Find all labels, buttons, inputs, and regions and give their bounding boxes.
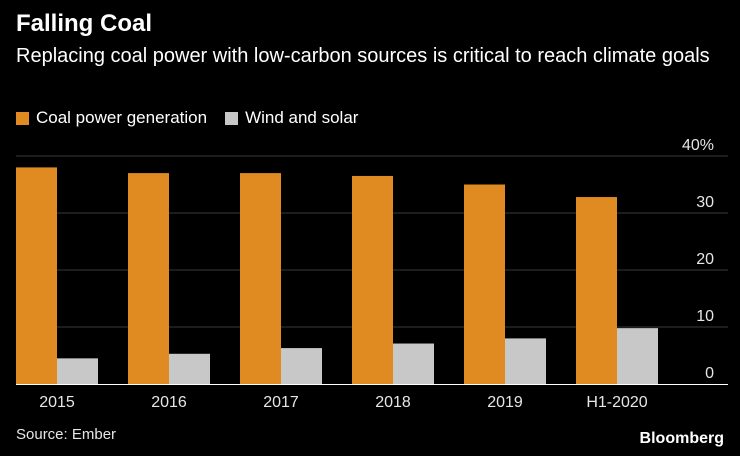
x-tick-label-2018: 2018 [375,394,411,411]
axes: 0 10 20 30 40% 2015 2016 2017 2018 2019 H1-2020 [16,137,728,411]
x-tick-label-2016: 2016 [151,394,187,411]
bar-wind-solar-2015 [57,358,98,384]
bars [16,167,658,384]
bar-wind-solar-2018 [393,343,434,384]
chart-subtitle: Replacing coal power with low-carbon sou… [16,45,710,67]
x-tick-label-2019: 2019 [487,394,523,411]
legend-swatch-coal [16,111,29,125]
bar-wind-solar-h1-2020 [617,328,658,384]
chart-legend: Coal power generation Wind and solar [16,108,376,128]
legend-label-coal: Coal power generation [36,108,208,127]
y-tick-label-20: 20 [696,251,714,268]
legend-item-wind-solar: Wind and solar [225,108,358,128]
bar-coal-2019 [464,184,505,384]
bar-coal-2015 [16,167,57,384]
bar-coal-h1-2020 [576,197,617,384]
bar-coal-2017 [240,173,281,384]
legend-label-wind-solar: Wind and solar [245,108,359,127]
y-tick-label-40: 40% [682,137,714,154]
legend-swatch-wind-solar [225,111,239,125]
bar-coal-2018 [352,175,393,384]
y-tick-label-0: 0 [705,365,714,382]
chart-title: Falling Coal [16,10,153,37]
bar-wind-solar-2017 [281,348,322,384]
bar-coal-2016 [128,173,169,384]
source-note: Source: Ember [16,426,117,443]
legend-item-coal: Coal power generation [16,108,207,128]
brand-logo: Bloomberg [639,430,724,447]
x-tick-label-2015: 2015 [39,394,75,411]
y-tick-label-30: 30 [696,194,714,211]
y-tick-label-10: 10 [696,308,714,325]
bar-wind-solar-2019 [505,338,546,384]
x-tick-label-h1-2020: H1-2020 [586,394,647,411]
bar-wind-solar-2016 [169,353,210,384]
x-tick-label-2017: 2017 [263,394,299,411]
